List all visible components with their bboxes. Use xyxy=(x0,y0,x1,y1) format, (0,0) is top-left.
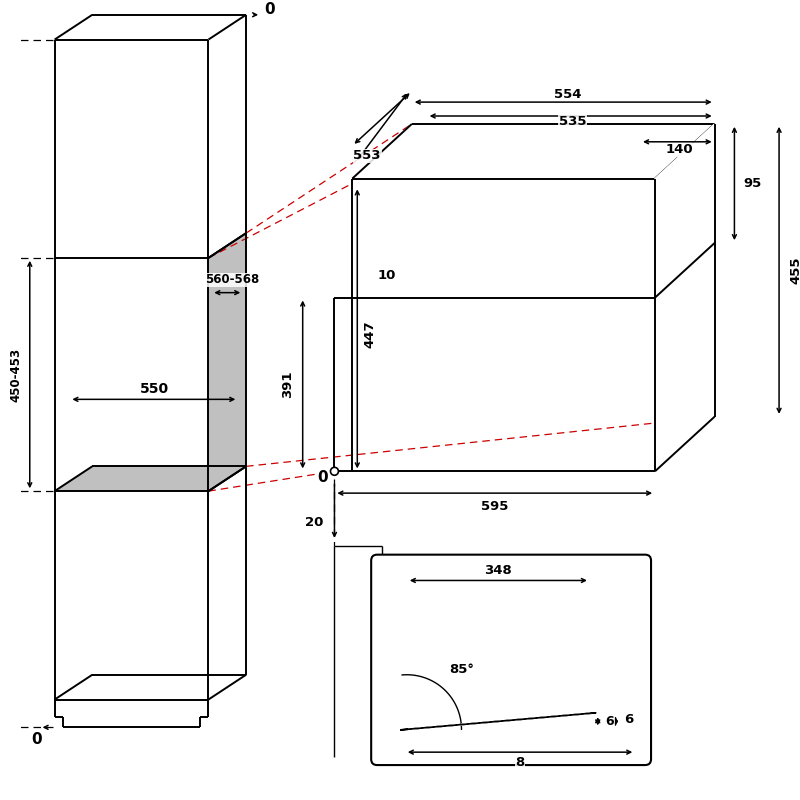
Polygon shape xyxy=(54,466,246,491)
Polygon shape xyxy=(409,714,590,729)
Text: 85°: 85° xyxy=(449,663,474,676)
Polygon shape xyxy=(655,124,714,471)
Text: 535: 535 xyxy=(559,115,586,129)
Text: 6: 6 xyxy=(606,715,614,728)
Text: 595: 595 xyxy=(481,499,508,513)
Text: 6: 6 xyxy=(625,713,634,726)
Text: 0: 0 xyxy=(31,732,42,746)
Text: 550: 550 xyxy=(140,382,170,397)
Text: 140: 140 xyxy=(666,143,694,156)
Text: 10: 10 xyxy=(378,270,396,282)
FancyBboxPatch shape xyxy=(371,554,651,765)
Polygon shape xyxy=(209,233,246,491)
Text: 455: 455 xyxy=(790,256,800,283)
Polygon shape xyxy=(352,124,714,178)
Text: 391: 391 xyxy=(282,370,294,398)
Text: 560-568: 560-568 xyxy=(205,274,259,286)
Polygon shape xyxy=(401,713,596,730)
Text: 20: 20 xyxy=(306,517,324,530)
Text: 447: 447 xyxy=(364,321,377,348)
Text: 95: 95 xyxy=(743,177,762,190)
Text: 8: 8 xyxy=(515,755,525,769)
Text: 0: 0 xyxy=(318,470,328,485)
Circle shape xyxy=(330,467,338,475)
Text: 554: 554 xyxy=(554,88,582,101)
Text: 348: 348 xyxy=(485,564,512,577)
Text: 553: 553 xyxy=(354,149,381,162)
Text: 450-453: 450-453 xyxy=(10,347,22,402)
Text: 0: 0 xyxy=(264,2,274,18)
